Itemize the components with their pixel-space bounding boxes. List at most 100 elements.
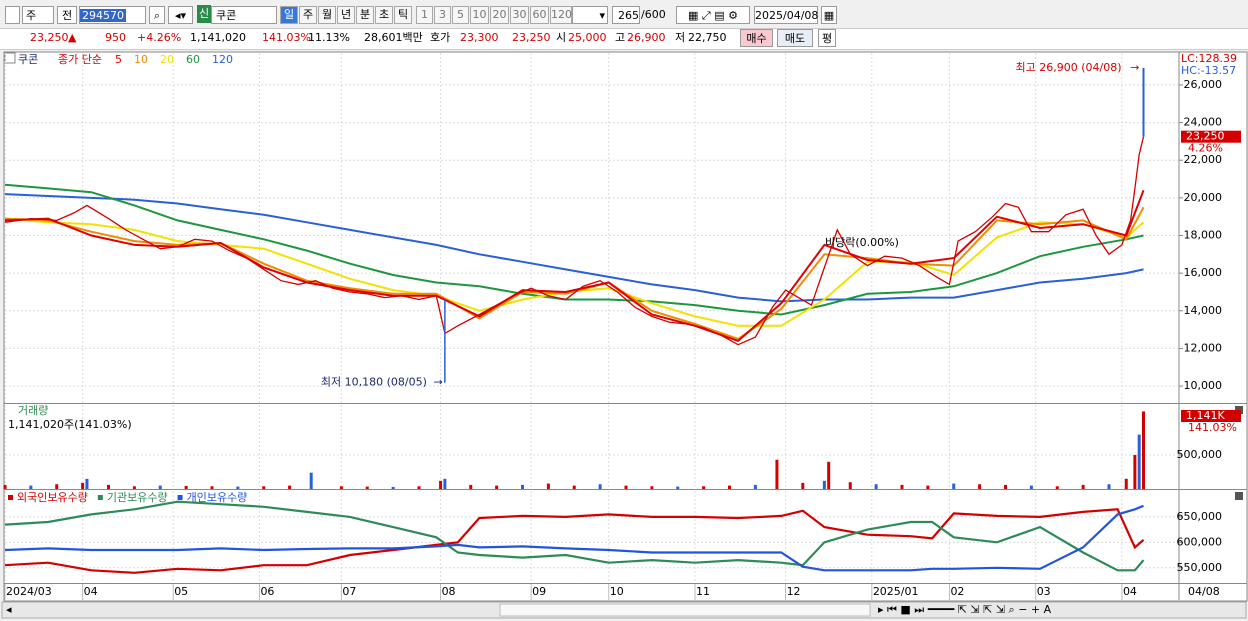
minute-button[interactable]: 30: [510, 6, 529, 24]
volume-bar: [702, 486, 706, 489]
code-input[interactable]: 294570: [79, 6, 146, 24]
legend-entry: 개인보유수량: [187, 491, 248, 504]
volume-bar: [391, 486, 395, 489]
buy-button[interactable]: 매수: [740, 29, 773, 47]
last-volume-box: [1181, 410, 1241, 422]
period-button[interactable]: 틱: [394, 6, 412, 24]
volume-bar: [1029, 485, 1033, 489]
search-button[interactable]: ⌕: [149, 6, 165, 24]
y-tick-label: 20,000: [1184, 191, 1223, 204]
volume-bar: [132, 486, 136, 489]
turnover: 11.13%: [308, 31, 350, 44]
volume-bar: [158, 485, 162, 489]
volume-bar: [753, 484, 757, 489]
legend-entry: 10: [134, 53, 148, 66]
period-button[interactable]: 년: [337, 6, 355, 24]
last-price-box: [1181, 130, 1241, 143]
legend-entry: 기관보유수량: [107, 491, 168, 504]
minute-button[interactable]: 1: [416, 6, 433, 24]
high-label: 최고 26,900 (04/08): [1015, 61, 1121, 74]
ask: 23,300: [460, 31, 499, 44]
panel-title: 거래량: [18, 404, 48, 417]
y-tick-label: 600,000: [1177, 535, 1223, 548]
scroll-left[interactable]: ◂: [6, 603, 12, 616]
high-arrow: →: [1130, 61, 1139, 74]
period-button[interactable]: 분: [356, 6, 374, 24]
minute-button[interactable]: 5: [452, 6, 469, 24]
x-tick-label: 2024/03: [6, 585, 52, 598]
minute-button[interactable]: 3: [434, 6, 451, 24]
panel-icon[interactable]: [1235, 492, 1243, 500]
volume-bar: [521, 484, 524, 489]
sell-button[interactable]: 매도: [777, 29, 813, 47]
hc-label: HC:-13.57: [1181, 64, 1236, 77]
volume-bar: [365, 486, 369, 489]
volume-bar: [874, 484, 878, 489]
volume-bar: [107, 484, 110, 489]
low-label: 저: [675, 31, 686, 44]
panel-icon[interactable]: [4, 52, 16, 64]
low-label: 최저 10,180 (08/05): [321, 376, 427, 389]
price: 23,250: [30, 31, 69, 44]
volume-bar: [978, 484, 982, 489]
volume-bar: [1081, 484, 1085, 489]
moving-average: [4, 193, 1144, 303]
legend-entry: 20: [160, 53, 174, 66]
minute-button[interactable]: 60: [530, 6, 549, 24]
period-button[interactable]: 주: [299, 6, 317, 24]
high: 26,900: [627, 31, 666, 44]
scroll-thumb[interactable]: [499, 603, 871, 617]
volume-bar: [546, 483, 550, 489]
volume-bar: [210, 486, 214, 489]
grid: [4, 53, 1178, 583]
minute-button[interactable]: 10: [470, 6, 489, 24]
y-tick-label: 650,000: [1177, 510, 1223, 523]
legend-entry: 60: [186, 53, 200, 66]
open-label: 시: [556, 31, 567, 44]
tool-icons[interactable]: ▦ ⤢ ▤ ⚙: [676, 6, 750, 24]
nav-buttons[interactable]: ▸ ⏮ ■ ⏭ ━━━━ ⇱ ⇲ ⇱ ⇲ ⌕ − + A: [878, 603, 1052, 616]
x-tick-label: 12: [787, 585, 801, 598]
volume-bar: [1142, 411, 1145, 489]
sound-button[interactable]: ◂▾: [168, 6, 193, 24]
x-end-label: 04/08: [1188, 585, 1220, 598]
y-tick-label: 500,000: [1177, 448, 1223, 461]
period-button[interactable]: 일: [280, 6, 298, 24]
volume-bar: [262, 486, 266, 489]
volume-bar: [676, 486, 680, 489]
volume-bar: [55, 484, 59, 489]
count-input[interactable]: 265: [612, 6, 640, 24]
volume-bar: [1124, 478, 1128, 489]
legend-entry: 120: [212, 53, 233, 66]
volume-bar: [775, 459, 779, 489]
period-button[interactable]: 초: [375, 6, 393, 24]
volume: 1,141,020: [190, 31, 246, 44]
volume-bar: [801, 482, 805, 489]
x-tick-label: 06: [260, 585, 274, 598]
minute-button[interactable]: 20: [490, 6, 509, 24]
avg-button[interactable]: 평: [818, 29, 836, 47]
volume-bar: [827, 461, 831, 489]
volume-bar: [236, 486, 240, 489]
ask-label: 호가: [430, 31, 451, 44]
volume-bar: [469, 484, 473, 489]
volume-bar: [81, 482, 85, 489]
unit-select[interactable]: ▾: [572, 6, 608, 24]
volume-bar: [572, 485, 576, 489]
menu-icon[interactable]: [5, 6, 20, 24]
volume-bar: [443, 478, 447, 489]
x-tick-label: 04: [1123, 585, 1137, 598]
date-input[interactable]: 2025/04/08: [754, 6, 818, 24]
mode-button[interactable]: 전: [57, 6, 77, 24]
minute-button[interactable]: 120: [550, 6, 572, 24]
low: 22,750: [688, 31, 727, 44]
y-tick-label: 14,000: [1184, 304, 1223, 317]
badge: 신: [197, 5, 211, 23]
name-input[interactable]: 쿠콘: [211, 6, 277, 24]
market-select[interactable]: 주: [22, 6, 54, 24]
calendar-button[interactable]: ▦: [821, 6, 837, 24]
holding-line: [4, 508, 1145, 574]
period-button[interactable]: 월: [318, 6, 336, 24]
volume-bar: [650, 486, 654, 489]
